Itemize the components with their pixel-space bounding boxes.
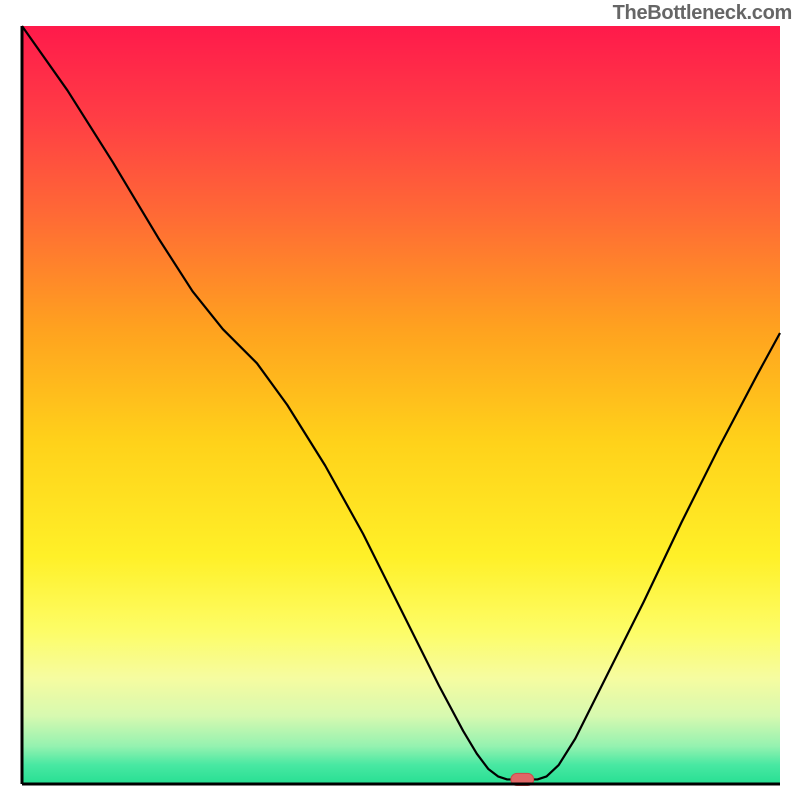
bottleneck-chart — [0, 0, 800, 800]
watermark-text: TheBottleneck.com — [613, 2, 792, 25]
gradient-fill — [22, 26, 780, 784]
chart-container: TheBottleneck.com — [0, 0, 800, 800]
